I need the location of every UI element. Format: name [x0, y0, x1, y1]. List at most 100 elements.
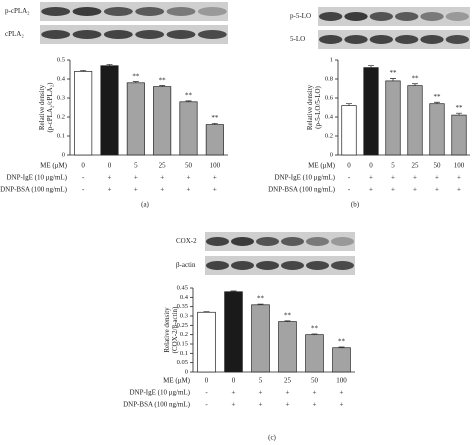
condition-value: + [457, 174, 461, 182]
y-tick-label: 0.3 [57, 94, 65, 101]
y-axis-label-line: Relative density [163, 307, 171, 353]
error-bar [368, 65, 374, 68]
x-tick-label: 50 [185, 162, 193, 170]
blot-label: COX-2 [176, 237, 197, 245]
condition-value: - [348, 186, 351, 194]
blot-band [395, 35, 419, 44]
condition-value: + [313, 401, 317, 409]
x-tick-label: 100 [210, 162, 221, 170]
condition-value: + [435, 186, 439, 194]
blot-label: p-cPLA₂ [5, 7, 30, 15]
bar [332, 347, 351, 373]
blot-band [344, 35, 368, 44]
blot-band [103, 30, 133, 39]
condition-label: DNP-IgE (10 μg/mL) [6, 174, 67, 182]
bar [74, 71, 93, 156]
blot-band [420, 12, 444, 21]
significance-label: ** [338, 338, 346, 346]
blot-band [135, 30, 165, 39]
x-tick-label: 25 [284, 377, 292, 385]
y-tick-label: 1 [330, 56, 333, 63]
condition-value: + [187, 174, 191, 182]
blot-label: 5-LO [290, 35, 305, 43]
x-tick-label: 0 [205, 377, 209, 385]
x-tick-label: 50 [311, 377, 319, 385]
blot-background [318, 7, 470, 26]
bar [305, 334, 324, 373]
y-tick-label: 0.05 [177, 359, 188, 366]
significance-label: ** [257, 295, 265, 303]
blot-band [231, 237, 254, 246]
blot-band [344, 12, 368, 21]
x-tick-label: 0 [81, 162, 85, 170]
blot-band [445, 12, 469, 21]
blot-band [420, 35, 444, 44]
error-bar [434, 101, 440, 104]
significance-label: ** [185, 91, 193, 99]
error-bar [456, 112, 462, 116]
significance-label: ** [132, 72, 140, 80]
error-bar [311, 333, 318, 335]
blot-band [319, 35, 343, 44]
y-tick-label: 0.35 [177, 303, 188, 310]
condition-value: + [134, 174, 138, 182]
x-tick-label: 5 [259, 377, 263, 385]
x-tick-label: 0 [369, 162, 373, 170]
blot-band [369, 12, 393, 21]
condition-value: + [259, 401, 263, 409]
condition-label: DNP-IgE (10 μg/mL) [129, 389, 190, 397]
blot-band [319, 12, 343, 21]
blot-label: p-5-LO [290, 12, 311, 20]
blot-band [395, 12, 419, 21]
error-bar [412, 83, 418, 86]
y-axis-label-line: Relative density [38, 84, 46, 130]
y-tick-label: 0.6 [325, 94, 334, 101]
blot-band [306, 261, 329, 270]
bar [100, 65, 119, 156]
condition-value: + [213, 186, 217, 194]
blot-band [166, 7, 196, 16]
bar [224, 291, 243, 373]
blot-band [445, 35, 469, 44]
y-tick-label: 0.15 [177, 340, 188, 347]
condition-label: ME (μM) [40, 162, 68, 170]
x-tick-label: 0 [232, 377, 236, 385]
condition-value: + [391, 186, 395, 194]
condition-value: + [259, 389, 263, 397]
x-tick-label: 50 [434, 162, 442, 170]
condition-value: + [232, 401, 236, 409]
error-bar [230, 290, 237, 292]
blot-band [41, 7, 71, 16]
blot-band [331, 237, 354, 246]
bar [341, 105, 357, 156]
error-bar [346, 103, 352, 106]
x-tick-label: 100 [336, 377, 347, 385]
y-tick-label: 0.2 [57, 113, 65, 120]
condition-label: DNP-BSA (100 ng/mL) [123, 401, 191, 409]
blot-band [281, 237, 304, 246]
blot-band [206, 261, 229, 270]
bar [179, 101, 198, 156]
blot-background [318, 30, 470, 49]
y-tick-label: 0.1 [57, 132, 65, 139]
y-tick-label: 0.2 [180, 331, 188, 338]
y-axis-label-line: (p-cPLA₂/cPLA₂) [46, 82, 54, 133]
blot-band [72, 30, 102, 39]
significance-label: ** [211, 114, 219, 122]
bar [363, 67, 379, 156]
condition-value: + [160, 174, 164, 182]
condition-value: + [391, 174, 395, 182]
condition-value: + [413, 174, 417, 182]
blot-background [205, 256, 355, 275]
condition-label: DNP-BSA (100 ng/mL) [268, 186, 336, 194]
condition-label: ME (μM) [163, 377, 191, 385]
x-tick-label: 25 [159, 162, 167, 170]
condition-value: + [369, 186, 373, 194]
blot-band [197, 30, 227, 39]
bar [126, 82, 145, 156]
x-tick-label: 100 [454, 162, 465, 170]
y-tick-label: 0.1 [180, 350, 188, 357]
blot-band [72, 7, 102, 16]
error-bar [211, 123, 218, 125]
